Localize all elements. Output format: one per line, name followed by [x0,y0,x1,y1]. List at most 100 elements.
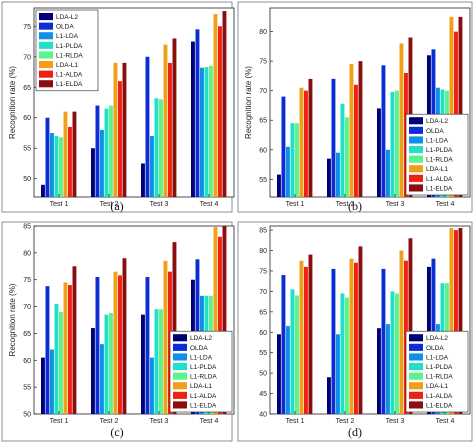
bar [59,137,63,197]
legend-box [169,330,233,413]
bar [104,314,109,414]
legend-swatch [409,382,423,390]
legend-swatch [409,401,423,409]
bar [209,65,213,197]
bar [358,246,363,414]
legend-swatch [173,372,187,380]
bar [399,250,404,414]
bar [54,136,59,197]
bar [358,61,363,197]
bar [340,103,345,197]
bar [163,260,168,414]
y-tick-label: 85 [23,224,31,231]
bar [340,293,345,414]
panel-label: (b) [348,199,362,213]
legend-entry: L1-ELDA [426,402,453,409]
legend-entry: OLDA [426,345,444,352]
bar [395,90,399,197]
panel-frame [237,1,473,213]
legend-swatch [409,136,423,144]
y-tick-label: 65 [259,118,267,125]
legend-entry: LDA-L1 [426,166,448,173]
y-tick-label: 45 [259,391,267,398]
bar [345,297,349,414]
legend-entry: L1-LDA [56,33,79,40]
legend-entry: L1-LDA [426,354,449,361]
bar [458,16,463,197]
bar [304,266,308,414]
legend-swatch [39,22,53,30]
legend-entry: L1-PLDA [190,364,217,371]
legend-entry: L1-LDA [426,137,449,144]
legend-swatch [409,372,423,380]
legend-entry: L1-PLDA [426,364,453,371]
legend-entry: LDA-L1 [190,383,212,390]
y-tick-label: 70 [259,88,267,95]
y-tick-label: 55 [23,385,31,392]
bar [141,314,145,414]
legend-swatch [409,146,423,154]
x-tick-label: Test 2 [100,201,119,208]
y-tick-label: 75 [23,277,31,284]
bar [304,90,308,197]
bar [145,277,150,414]
legend-entry: OLDA [56,24,74,31]
bar [213,14,218,198]
y-tick-label: 65 [23,331,31,338]
bar [45,286,50,414]
bar [218,236,222,414]
bar [336,334,340,414]
legend: LDA-L2 OLDA L1-LDA L1-PLDA L1-RLDA LDA-L1 L1-A… [35,9,99,92]
chart-panel: 40 45 50 55 60 65 70 75 80 85 Test 1 Test 2 Test 3 Te… [237,221,473,442]
legend-swatch [409,174,423,182]
bar [386,324,390,414]
x-tick-label: Test 2 [100,418,119,425]
bar [59,311,63,414]
legend-swatch [409,334,423,342]
legend: LDA-L2 OLDA L1-LDA L1-PLDA L1-RLDA LDA-L1 L1-A… [405,113,469,196]
bar [299,87,304,197]
bar [345,117,349,197]
panel-label: (d) [348,425,362,439]
bar [449,228,454,414]
y-tick-label: 50 [23,412,31,419]
bar [449,16,454,197]
legend-entry: L1-PLDA [426,147,453,154]
y-tick-label: 75 [23,24,31,31]
bar [159,99,163,197]
bar [163,44,168,198]
bar [118,275,122,414]
bar [145,56,150,197]
x-tick-label: Test 4 [200,201,219,208]
legend-entry: L1-ALDA [190,393,217,400]
bar [50,349,54,414]
bar [172,38,177,197]
y-tick-label: 55 [23,146,31,153]
legend-entry: L1-ALDA [426,393,453,400]
y-tick-label: 65 [23,85,31,92]
chart-panel: 55 60 65 70 75 80 Recognition rate (%) Test 1 Te… [237,1,473,213]
y-tick-label: 70 [259,289,267,296]
bar [281,275,286,414]
legend-swatch [173,391,187,399]
bar [72,111,77,197]
panel-label: (c) [110,425,123,439]
legend-entry: L1-RLDA [56,52,83,59]
legend-swatch [173,401,187,409]
bar [113,62,118,197]
legend-entry: LDA-L1 [426,383,448,390]
bar [218,26,222,197]
bar [286,146,290,197]
x-tick-label: Test 1 [286,418,305,425]
y-tick-label: 70 [23,304,31,311]
x-tick-label: Test 3 [386,418,405,425]
y-tick-label: 80 [23,250,31,257]
bar [381,65,386,198]
legend-entry: L1-RLDA [190,374,217,381]
bar [172,242,177,414]
legend-entry: L1-RLDA [426,374,453,381]
y-tick-label: 60 [23,358,31,365]
y-axis-label: Recognition rate (%) [244,66,253,139]
legend-box [405,113,469,196]
